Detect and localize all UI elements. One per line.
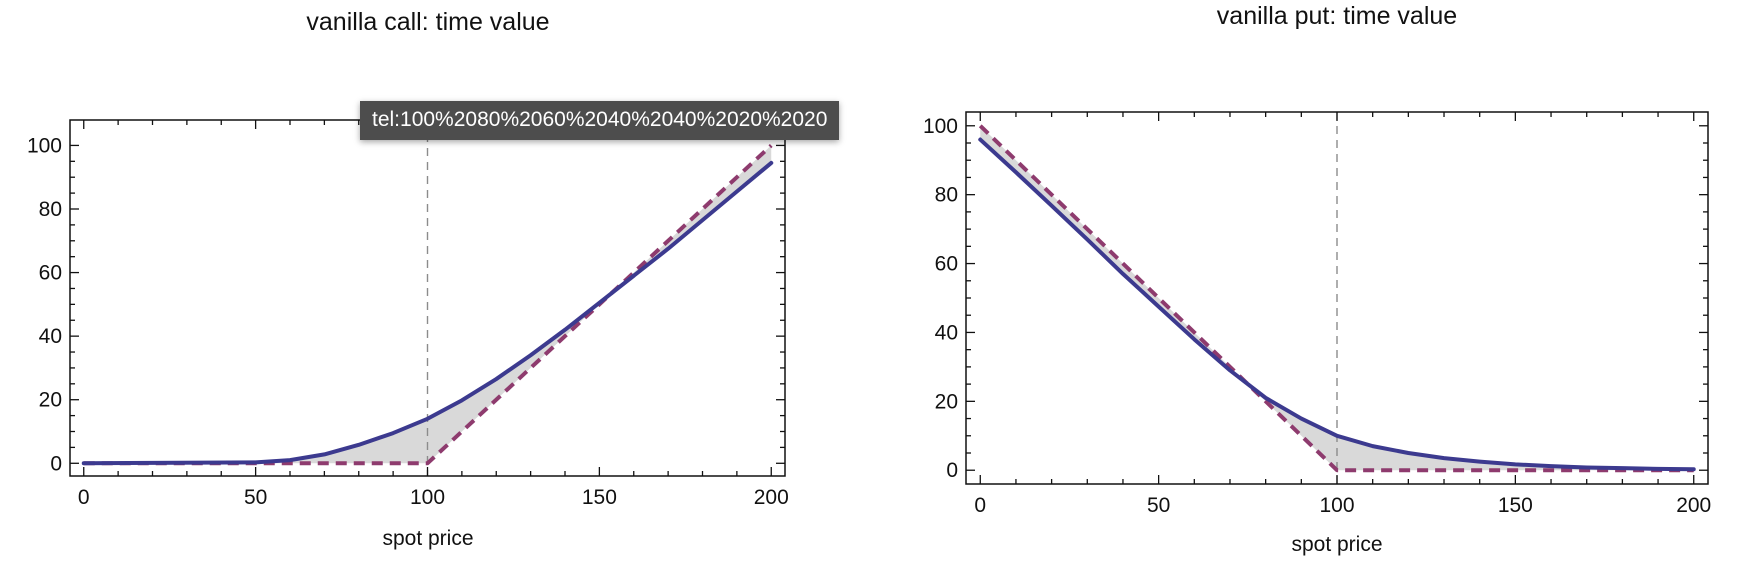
- y-tick-label: 100: [923, 115, 958, 138]
- x-tick-label: 0: [78, 486, 90, 509]
- chart-title: vanilla put: time value: [1217, 2, 1457, 30]
- y-tick-label: 60: [935, 253, 958, 276]
- x-axis-label: spot price: [382, 527, 473, 550]
- y-tick-label: 20: [39, 389, 62, 412]
- intrinsic-value-line: [978, 124, 1694, 473]
- call-time-value-chart: vanilla call: time value spot price 0 50 1…: [27, 8, 789, 550]
- option-value-line: [978, 137, 1696, 472]
- plot-content: [81, 120, 774, 476]
- y-tick-label: 100: [27, 134, 62, 157]
- y-tick-label: 60: [39, 262, 62, 285]
- y-tick-label: 0: [946, 459, 958, 482]
- x-tick-label: 100: [1319, 494, 1354, 517]
- plot-area: 0 50 100 150 200 0 20 40 60 80 100: [27, 119, 789, 509]
- y-tick-label: 20: [935, 390, 958, 413]
- x-tick-label: 200: [1676, 494, 1711, 517]
- option-value-line: [81, 160, 774, 466]
- y-tick-label: 80: [39, 198, 62, 221]
- x-axis-label: spot price: [1291, 533, 1382, 556]
- y-tick-label: 80: [935, 184, 958, 207]
- x-tick-label: 150: [582, 486, 617, 509]
- put-time-value-chart: vanilla put: time value spot price 0 50 10…: [923, 2, 1711, 556]
- x-tick-label: 100: [410, 486, 445, 509]
- x-tick-label: 0: [974, 494, 986, 517]
- chart-title: vanilla call: time value: [306, 8, 549, 36]
- y-tick-label: 40: [935, 321, 958, 344]
- link-tooltip: tel:100%2080%2060%2040%2040%2020%2020: [360, 101, 840, 140]
- y-tick-label: 40: [39, 325, 62, 348]
- x-tick-label: 50: [244, 486, 267, 509]
- x-tick-label: 200: [754, 486, 789, 509]
- x-tick-label: 150: [1498, 494, 1533, 517]
- y-tick-label: 0: [50, 452, 62, 475]
- plot-area: 0 50 100 150 200 0 20 40 60 80 100: [923, 111, 1711, 517]
- x-tick-label: 50: [1147, 494, 1170, 517]
- plot-content: [978, 112, 1696, 484]
